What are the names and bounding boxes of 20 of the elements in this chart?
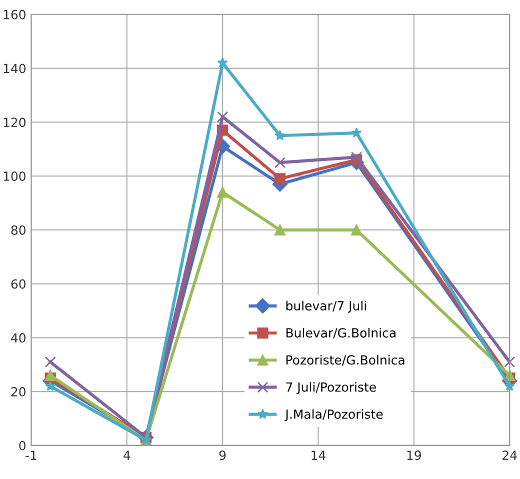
x-tick-label: -1 bbox=[26, 450, 36, 460]
legend-label: bulevar/7 Juli bbox=[286, 300, 366, 313]
y-tick-label: 160 bbox=[4, 10, 26, 20]
y-tick-label: 20 bbox=[11, 387, 26, 397]
y-tick-label: 60 bbox=[11, 279, 26, 289]
legend-label: 7 Juli/Pozoriste bbox=[286, 382, 376, 394]
x-tick-label: 24 bbox=[502, 450, 517, 460]
legend-label: Bulevar/G.Bolnica bbox=[286, 328, 396, 339]
y-tick-label: 120 bbox=[4, 118, 26, 128]
y-tick-label: 80 bbox=[11, 225, 26, 235]
y-tick-label: 100 bbox=[4, 172, 26, 181]
x-tick-label: 4 bbox=[124, 450, 130, 460]
y-tick-label: 40 bbox=[11, 333, 26, 343]
legend-label: Pozoriste/G.Bolnica bbox=[286, 354, 404, 366]
x-tick-label: 19 bbox=[407, 450, 421, 460]
y-tick-label: 140 bbox=[4, 64, 26, 74]
x-tick-label: 9 bbox=[219, 450, 226, 460]
y-tick-label: 0 bbox=[19, 440, 26, 450]
legend-label: J.Mala/Pozoriste bbox=[284, 409, 383, 422]
x-tick-label: 14 bbox=[312, 450, 326, 460]
